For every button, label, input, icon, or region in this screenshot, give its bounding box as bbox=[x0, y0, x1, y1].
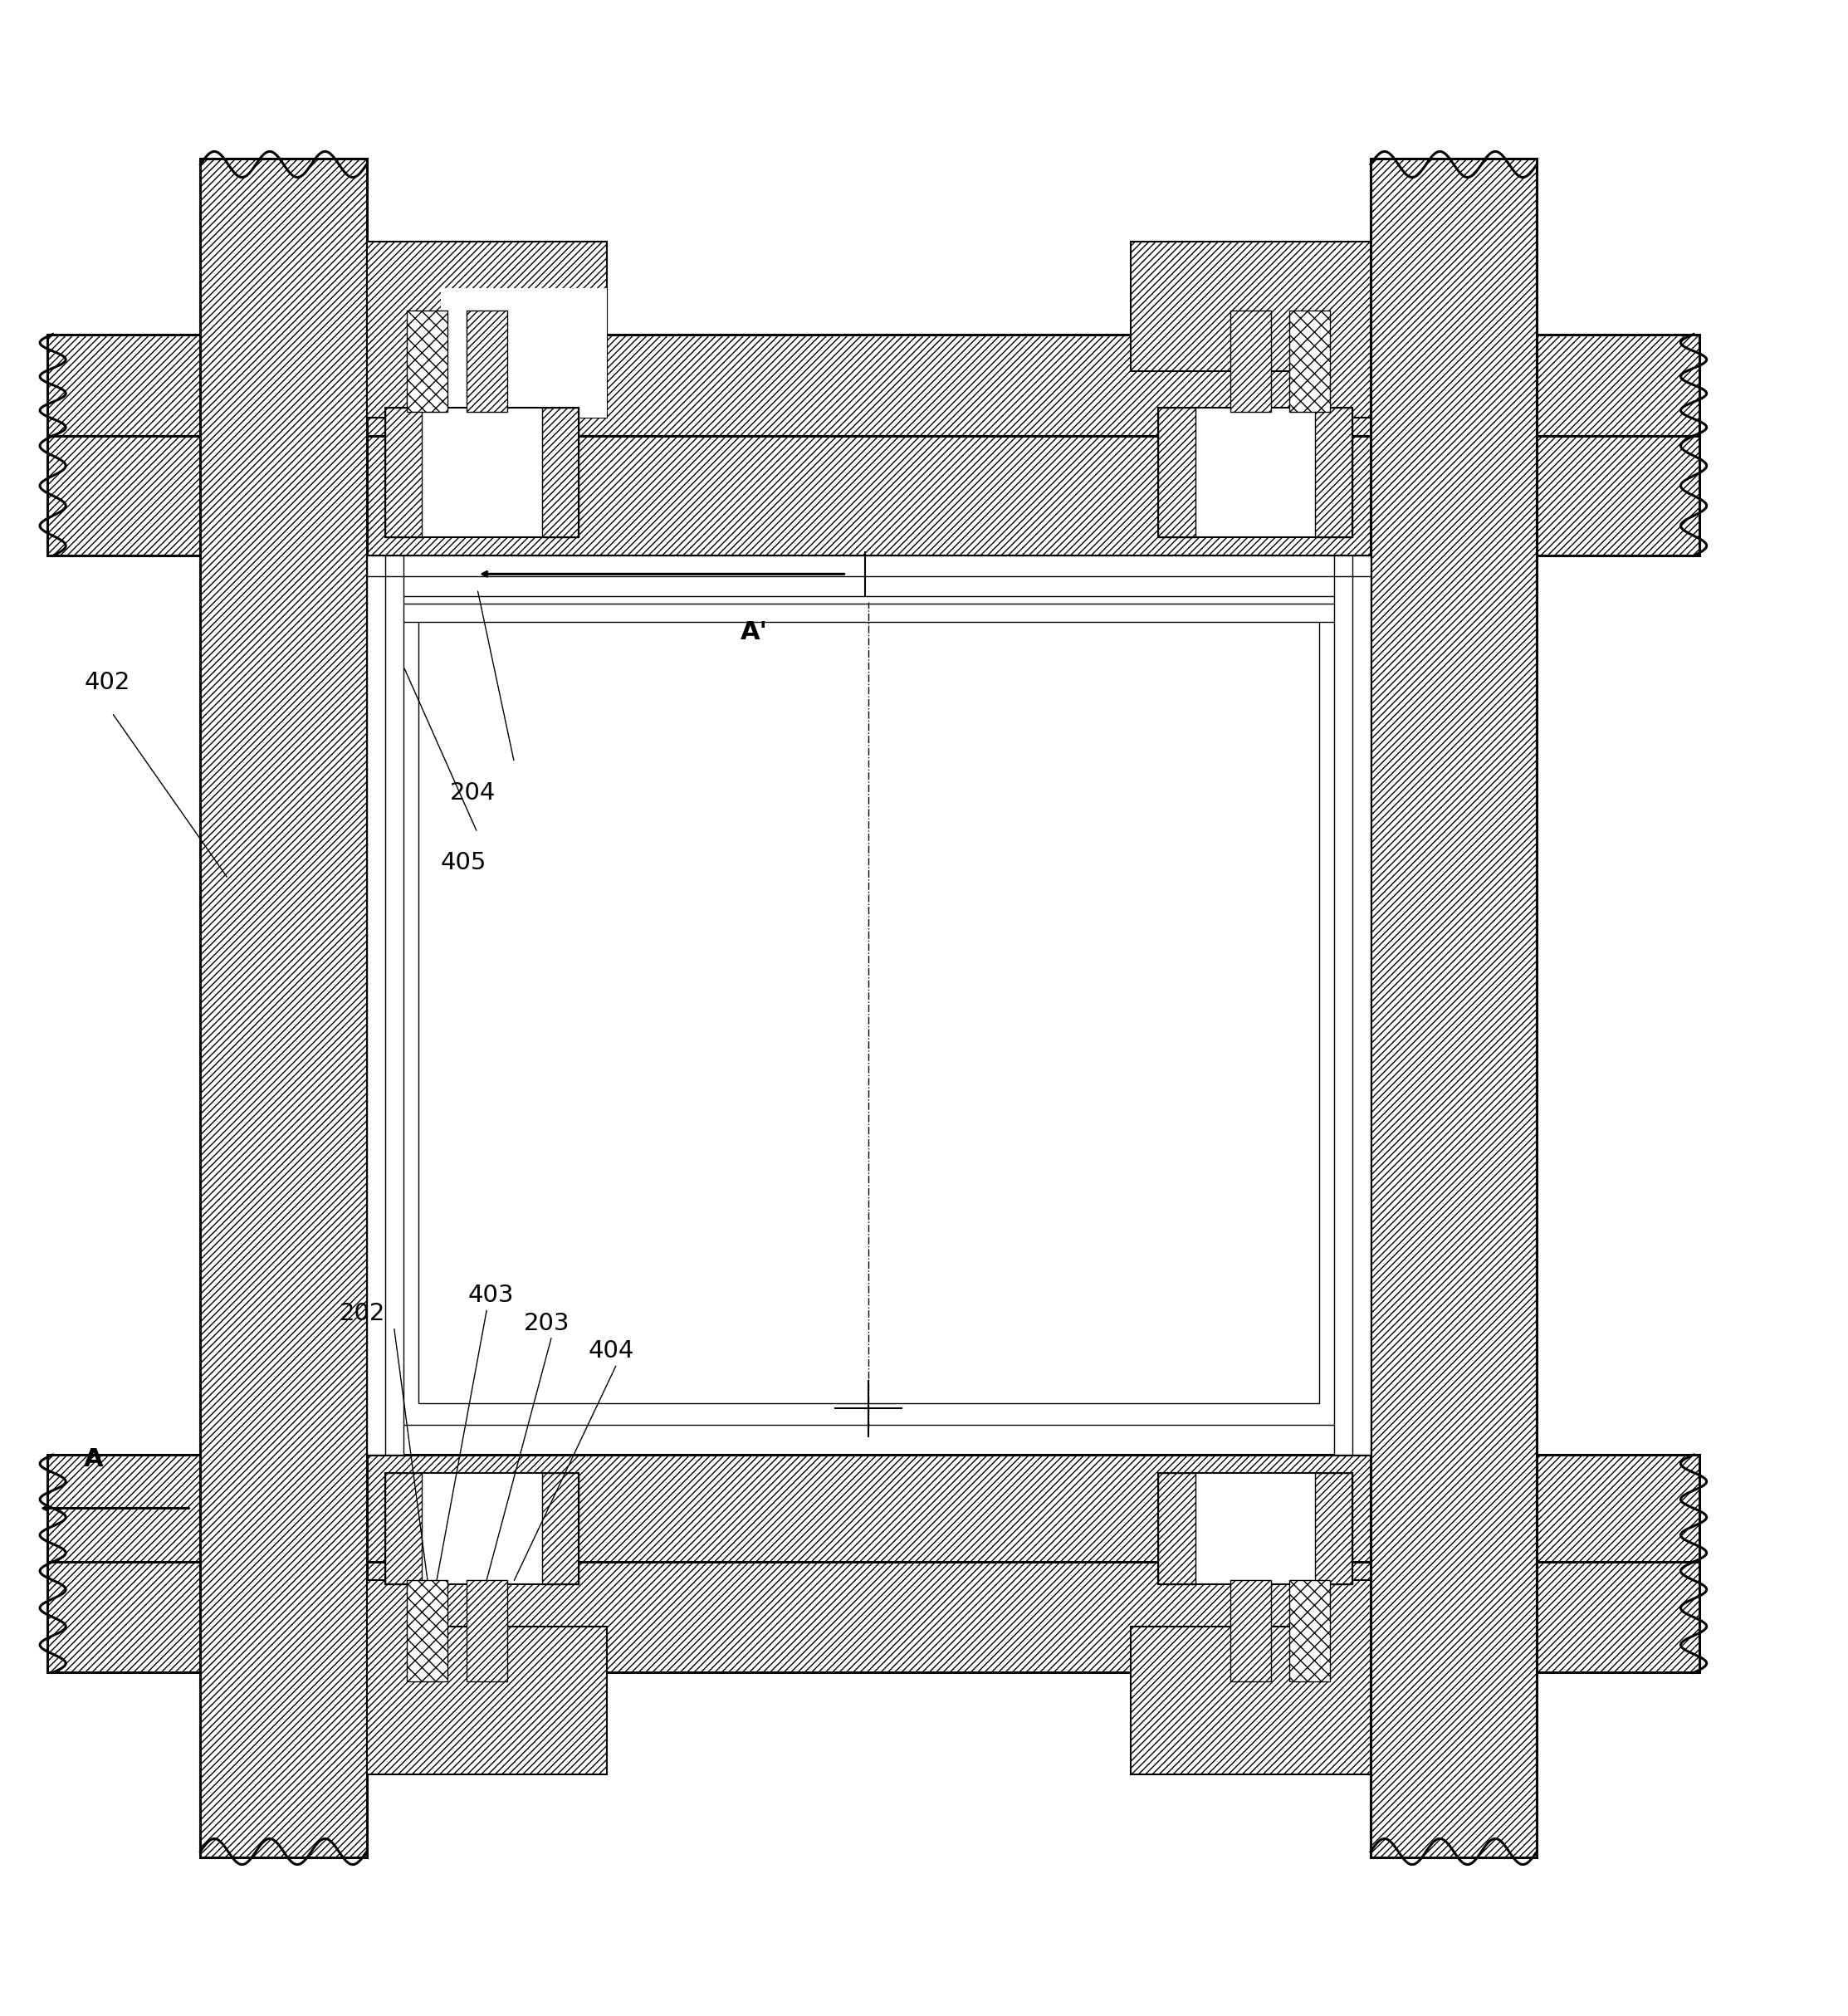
Polygon shape bbox=[1131, 1581, 1371, 1774]
Bar bbox=[48, 335, 1698, 435]
Bar bbox=[1159, 407, 1196, 538]
Bar bbox=[1159, 1474, 1196, 1585]
Bar bbox=[1231, 310, 1271, 411]
Bar bbox=[1159, 1474, 1353, 1585]
Bar bbox=[366, 242, 606, 417]
Bar bbox=[366, 556, 1371, 1456]
Bar bbox=[418, 607, 1319, 1403]
Bar bbox=[1316, 407, 1353, 538]
Bar bbox=[1290, 1581, 1331, 1681]
Polygon shape bbox=[366, 242, 606, 417]
Bar bbox=[48, 1456, 1698, 1562]
Text: 203: 203 bbox=[523, 1312, 569, 1335]
Text: A': A' bbox=[741, 621, 767, 645]
Bar bbox=[48, 1562, 1698, 1673]
Text: 204: 204 bbox=[449, 780, 495, 804]
Bar bbox=[384, 407, 421, 538]
Bar bbox=[1316, 1474, 1353, 1585]
Text: 405: 405 bbox=[440, 851, 486, 875]
Bar bbox=[1159, 407, 1353, 538]
Text: 402: 402 bbox=[85, 671, 129, 694]
Bar bbox=[399, 603, 1338, 623]
Bar bbox=[407, 1581, 447, 1681]
Text: 202: 202 bbox=[338, 1302, 384, 1325]
Bar bbox=[366, 556, 1371, 597]
Bar bbox=[384, 1474, 421, 1585]
Bar bbox=[1371, 159, 1538, 1857]
Bar bbox=[541, 407, 578, 538]
Bar bbox=[1334, 556, 1371, 1456]
Bar bbox=[366, 556, 403, 1456]
Bar bbox=[541, 1474, 578, 1585]
Bar bbox=[200, 159, 366, 1857]
Bar bbox=[466, 1581, 506, 1681]
Bar bbox=[407, 310, 447, 411]
Bar bbox=[384, 407, 578, 538]
Bar bbox=[395, 585, 1342, 1425]
Bar bbox=[466, 310, 506, 411]
Bar bbox=[384, 1474, 578, 1585]
Text: 404: 404 bbox=[588, 1339, 634, 1363]
Bar bbox=[440, 288, 606, 417]
Bar bbox=[1290, 310, 1331, 411]
Polygon shape bbox=[1131, 242, 1371, 417]
Bar bbox=[48, 435, 1698, 556]
Polygon shape bbox=[366, 1581, 606, 1774]
Bar bbox=[1231, 1581, 1271, 1681]
Text: A: A bbox=[83, 1447, 103, 1472]
Text: 403: 403 bbox=[468, 1284, 514, 1306]
